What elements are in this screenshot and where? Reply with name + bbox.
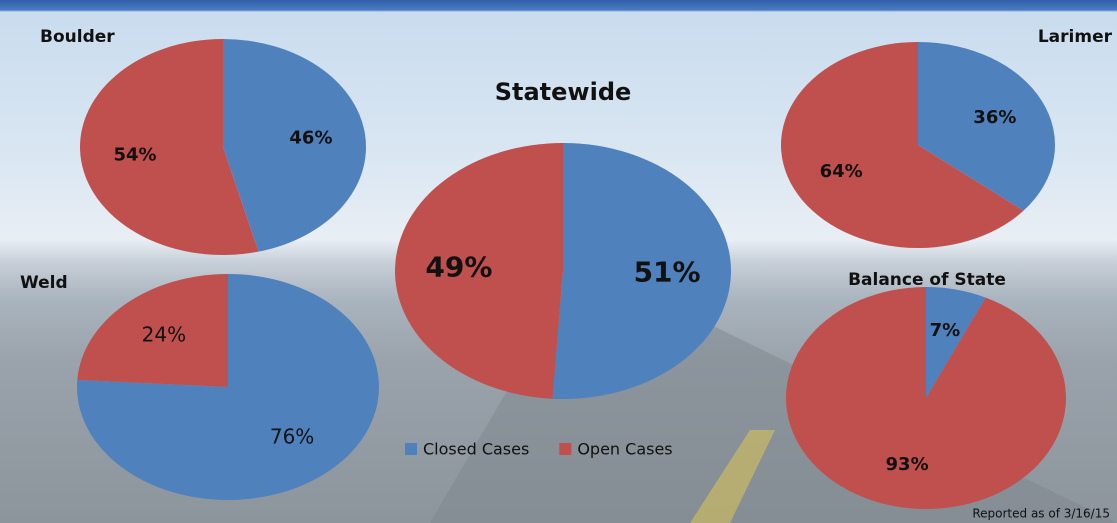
legend-label: Closed Cases [423, 440, 529, 459]
data-label: 49% [425, 251, 492, 284]
data-label: 93% [886, 454, 929, 475]
footnote: Reported as of 3/16/15 [972, 507, 1110, 521]
pie-slice [786, 287, 1066, 509]
chart-title: Weld [20, 273, 68, 293]
chart-title: Statewide [495, 78, 632, 106]
legend-swatch [559, 443, 571, 455]
data-label: 76% [270, 425, 314, 449]
legend-label: Open Cases [577, 440, 672, 459]
data-label: 51% [634, 255, 701, 288]
chart-title: Larimer [1038, 27, 1113, 47]
data-label: 64% [820, 161, 863, 182]
data-label: 7% [930, 320, 961, 341]
data-label: 36% [973, 107, 1016, 128]
legend-swatch [405, 443, 417, 455]
data-label: 24% [142, 322, 186, 346]
chart-title: Boulder [40, 27, 115, 47]
chart-title: Balance of State [848, 270, 1006, 290]
chart: Reported as of 3/16/15 Statewide 51% 49% Bo… [0, 0, 1117, 523]
data-label: 54% [113, 144, 156, 165]
data-label: 46% [289, 128, 332, 149]
slide: Reported as of 3/16/15 Statewide 51% 49% Bo… [0, 0, 1117, 523]
